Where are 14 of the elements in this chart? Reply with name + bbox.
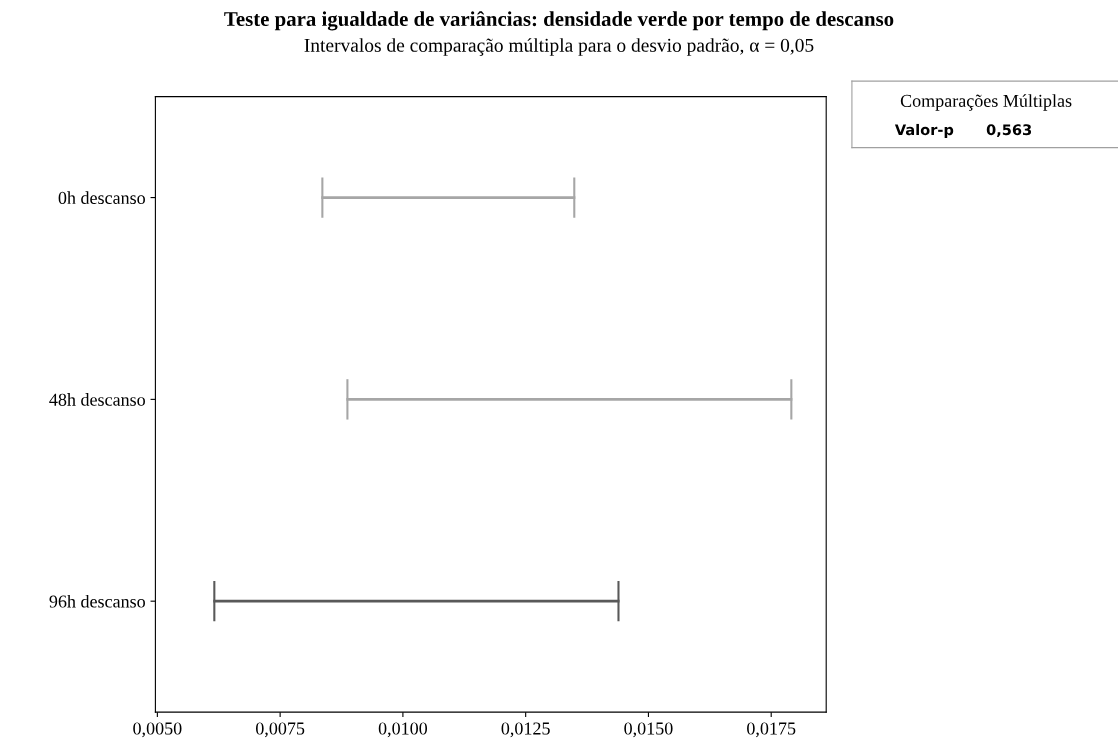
x-tick-label: 0,0150: [624, 722, 673, 738]
text: Comparações Múltiplas: [900, 94, 1072, 111]
x-tick-label: 0,0125: [501, 722, 550, 738]
x-tick-label: 0,0075: [256, 722, 305, 738]
chart-subtitle: Intervalos de comparação múltipla para o desvio padrão, α = 0,05: [304, 38, 814, 56]
y-tick-label: 96h descanso: [49, 594, 145, 608]
x-tick-label: 0,0100: [378, 722, 428, 738]
x-tick-label: 0,0175: [747, 722, 796, 738]
y-tick-label: 0h descanso: [58, 191, 145, 205]
chart-title: Teste para igualdade de variâncias: densidade verde por tempo de descanso: [224, 11, 894, 31]
text: 0,563: [986, 124, 1032, 138]
text: Valor-p: [894, 123, 954, 139]
x-tick-label: 0,0050: [133, 722, 182, 738]
y-tick-label: 48h descanso: [49, 393, 145, 406]
